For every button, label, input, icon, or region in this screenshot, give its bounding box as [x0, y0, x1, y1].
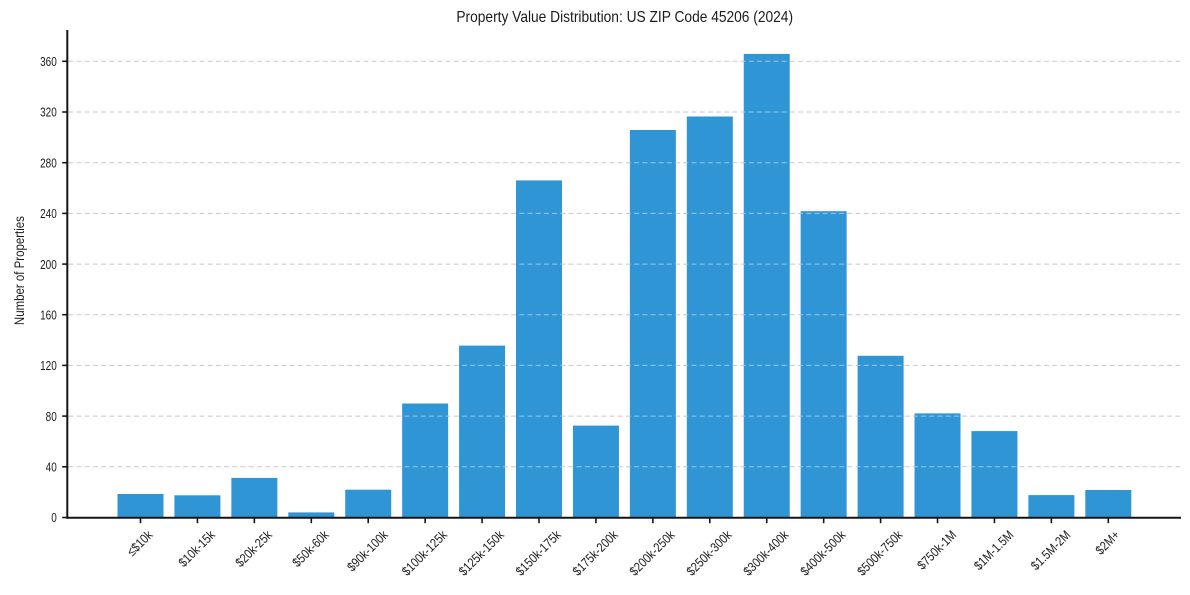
svg-text:280: 280: [40, 156, 57, 171]
svg-text:0: 0: [51, 511, 57, 526]
svg-text:120: 120: [40, 359, 57, 374]
svg-text:Number of Properties: Number of Properties: [12, 216, 27, 325]
svg-text:40: 40: [46, 460, 57, 475]
svg-text:160: 160: [40, 308, 57, 323]
svg-text:320: 320: [40, 105, 57, 120]
svg-text:Property Value Distribution: U: Property Value Distribution: US ZIP Code…: [456, 8, 793, 26]
svg-text:200: 200: [40, 258, 57, 273]
svg-text:80: 80: [46, 410, 57, 425]
svg-text:360: 360: [40, 55, 57, 70]
svg-text:240: 240: [40, 207, 57, 222]
